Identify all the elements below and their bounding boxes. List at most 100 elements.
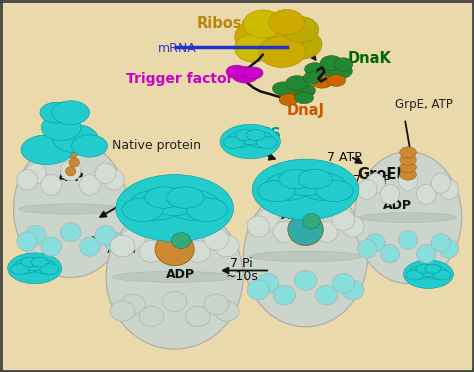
Text: mRNA: mRNA (158, 42, 197, 55)
Ellipse shape (409, 266, 432, 279)
Ellipse shape (186, 198, 228, 221)
Ellipse shape (400, 154, 416, 166)
Ellipse shape (380, 244, 400, 263)
Ellipse shape (294, 206, 317, 228)
Ellipse shape (305, 62, 325, 76)
Ellipse shape (145, 187, 183, 208)
Ellipse shape (380, 185, 400, 204)
Ellipse shape (279, 86, 306, 102)
Ellipse shape (106, 205, 243, 349)
Ellipse shape (65, 167, 76, 176)
Ellipse shape (113, 272, 237, 282)
Text: ~10s: ~10s (225, 270, 258, 283)
Ellipse shape (10, 264, 29, 275)
Ellipse shape (357, 240, 377, 258)
Ellipse shape (269, 10, 305, 35)
Ellipse shape (244, 67, 263, 79)
Text: DnaJ: DnaJ (287, 103, 325, 118)
Ellipse shape (293, 83, 316, 98)
Ellipse shape (365, 233, 385, 252)
Ellipse shape (52, 101, 90, 125)
Ellipse shape (110, 235, 135, 257)
Ellipse shape (220, 124, 281, 159)
Ellipse shape (256, 209, 279, 231)
Ellipse shape (235, 34, 273, 62)
Ellipse shape (243, 10, 283, 38)
Ellipse shape (17, 232, 37, 251)
Ellipse shape (151, 189, 198, 215)
Ellipse shape (21, 135, 73, 164)
Ellipse shape (204, 228, 229, 250)
Ellipse shape (400, 147, 416, 158)
Ellipse shape (279, 94, 298, 106)
Ellipse shape (327, 74, 346, 86)
Ellipse shape (214, 301, 239, 321)
Ellipse shape (14, 140, 128, 278)
Ellipse shape (31, 260, 55, 273)
Ellipse shape (226, 65, 247, 78)
Ellipse shape (406, 270, 424, 280)
Ellipse shape (247, 216, 270, 237)
Ellipse shape (64, 131, 75, 140)
Ellipse shape (110, 301, 135, 321)
Ellipse shape (320, 55, 343, 70)
Ellipse shape (53, 125, 98, 153)
Ellipse shape (139, 307, 164, 327)
Ellipse shape (280, 30, 322, 59)
Ellipse shape (64, 140, 75, 149)
Ellipse shape (419, 265, 438, 277)
Ellipse shape (155, 233, 194, 266)
Ellipse shape (235, 129, 255, 141)
Ellipse shape (279, 169, 313, 189)
Ellipse shape (40, 264, 59, 275)
Ellipse shape (332, 209, 355, 231)
Text: GroES: GroES (231, 127, 281, 142)
Ellipse shape (360, 212, 456, 222)
Ellipse shape (41, 237, 62, 256)
Ellipse shape (14, 260, 38, 273)
Ellipse shape (80, 174, 100, 195)
Text: 7 ADP: 7 ADP (131, 205, 168, 218)
Ellipse shape (425, 264, 441, 273)
Text: 7 ATP: 7 ATP (327, 151, 362, 164)
Ellipse shape (235, 19, 292, 55)
Ellipse shape (273, 221, 296, 242)
Ellipse shape (431, 233, 450, 252)
Ellipse shape (299, 173, 346, 200)
Text: ATP: ATP (281, 209, 307, 222)
Ellipse shape (26, 163, 46, 184)
Ellipse shape (67, 149, 78, 158)
Text: ADP: ADP (166, 268, 195, 281)
Text: Ribosome: Ribosome (197, 16, 278, 31)
Ellipse shape (166, 187, 204, 208)
Ellipse shape (167, 190, 220, 220)
Ellipse shape (232, 67, 258, 83)
Ellipse shape (95, 225, 116, 245)
Text: GrpE, ATP: GrpE, ATP (395, 98, 453, 111)
Ellipse shape (172, 233, 191, 248)
Ellipse shape (283, 17, 319, 42)
Ellipse shape (256, 273, 279, 293)
Ellipse shape (41, 115, 81, 140)
Ellipse shape (433, 270, 451, 280)
Ellipse shape (162, 225, 187, 247)
Ellipse shape (244, 186, 367, 327)
Ellipse shape (273, 285, 296, 305)
Ellipse shape (19, 204, 122, 214)
Ellipse shape (357, 180, 377, 199)
Ellipse shape (400, 162, 416, 173)
Ellipse shape (298, 169, 332, 189)
Ellipse shape (80, 237, 100, 256)
Ellipse shape (116, 174, 233, 242)
Text: DnaK: DnaK (348, 51, 392, 65)
Ellipse shape (398, 231, 418, 249)
Ellipse shape (223, 137, 244, 148)
Ellipse shape (26, 225, 46, 245)
Text: 7 ATP: 7 ATP (105, 243, 139, 256)
Text: ADP: ADP (383, 199, 412, 212)
Ellipse shape (185, 241, 210, 262)
Ellipse shape (431, 173, 450, 193)
Ellipse shape (315, 221, 338, 242)
Ellipse shape (295, 92, 314, 104)
Ellipse shape (104, 232, 124, 251)
